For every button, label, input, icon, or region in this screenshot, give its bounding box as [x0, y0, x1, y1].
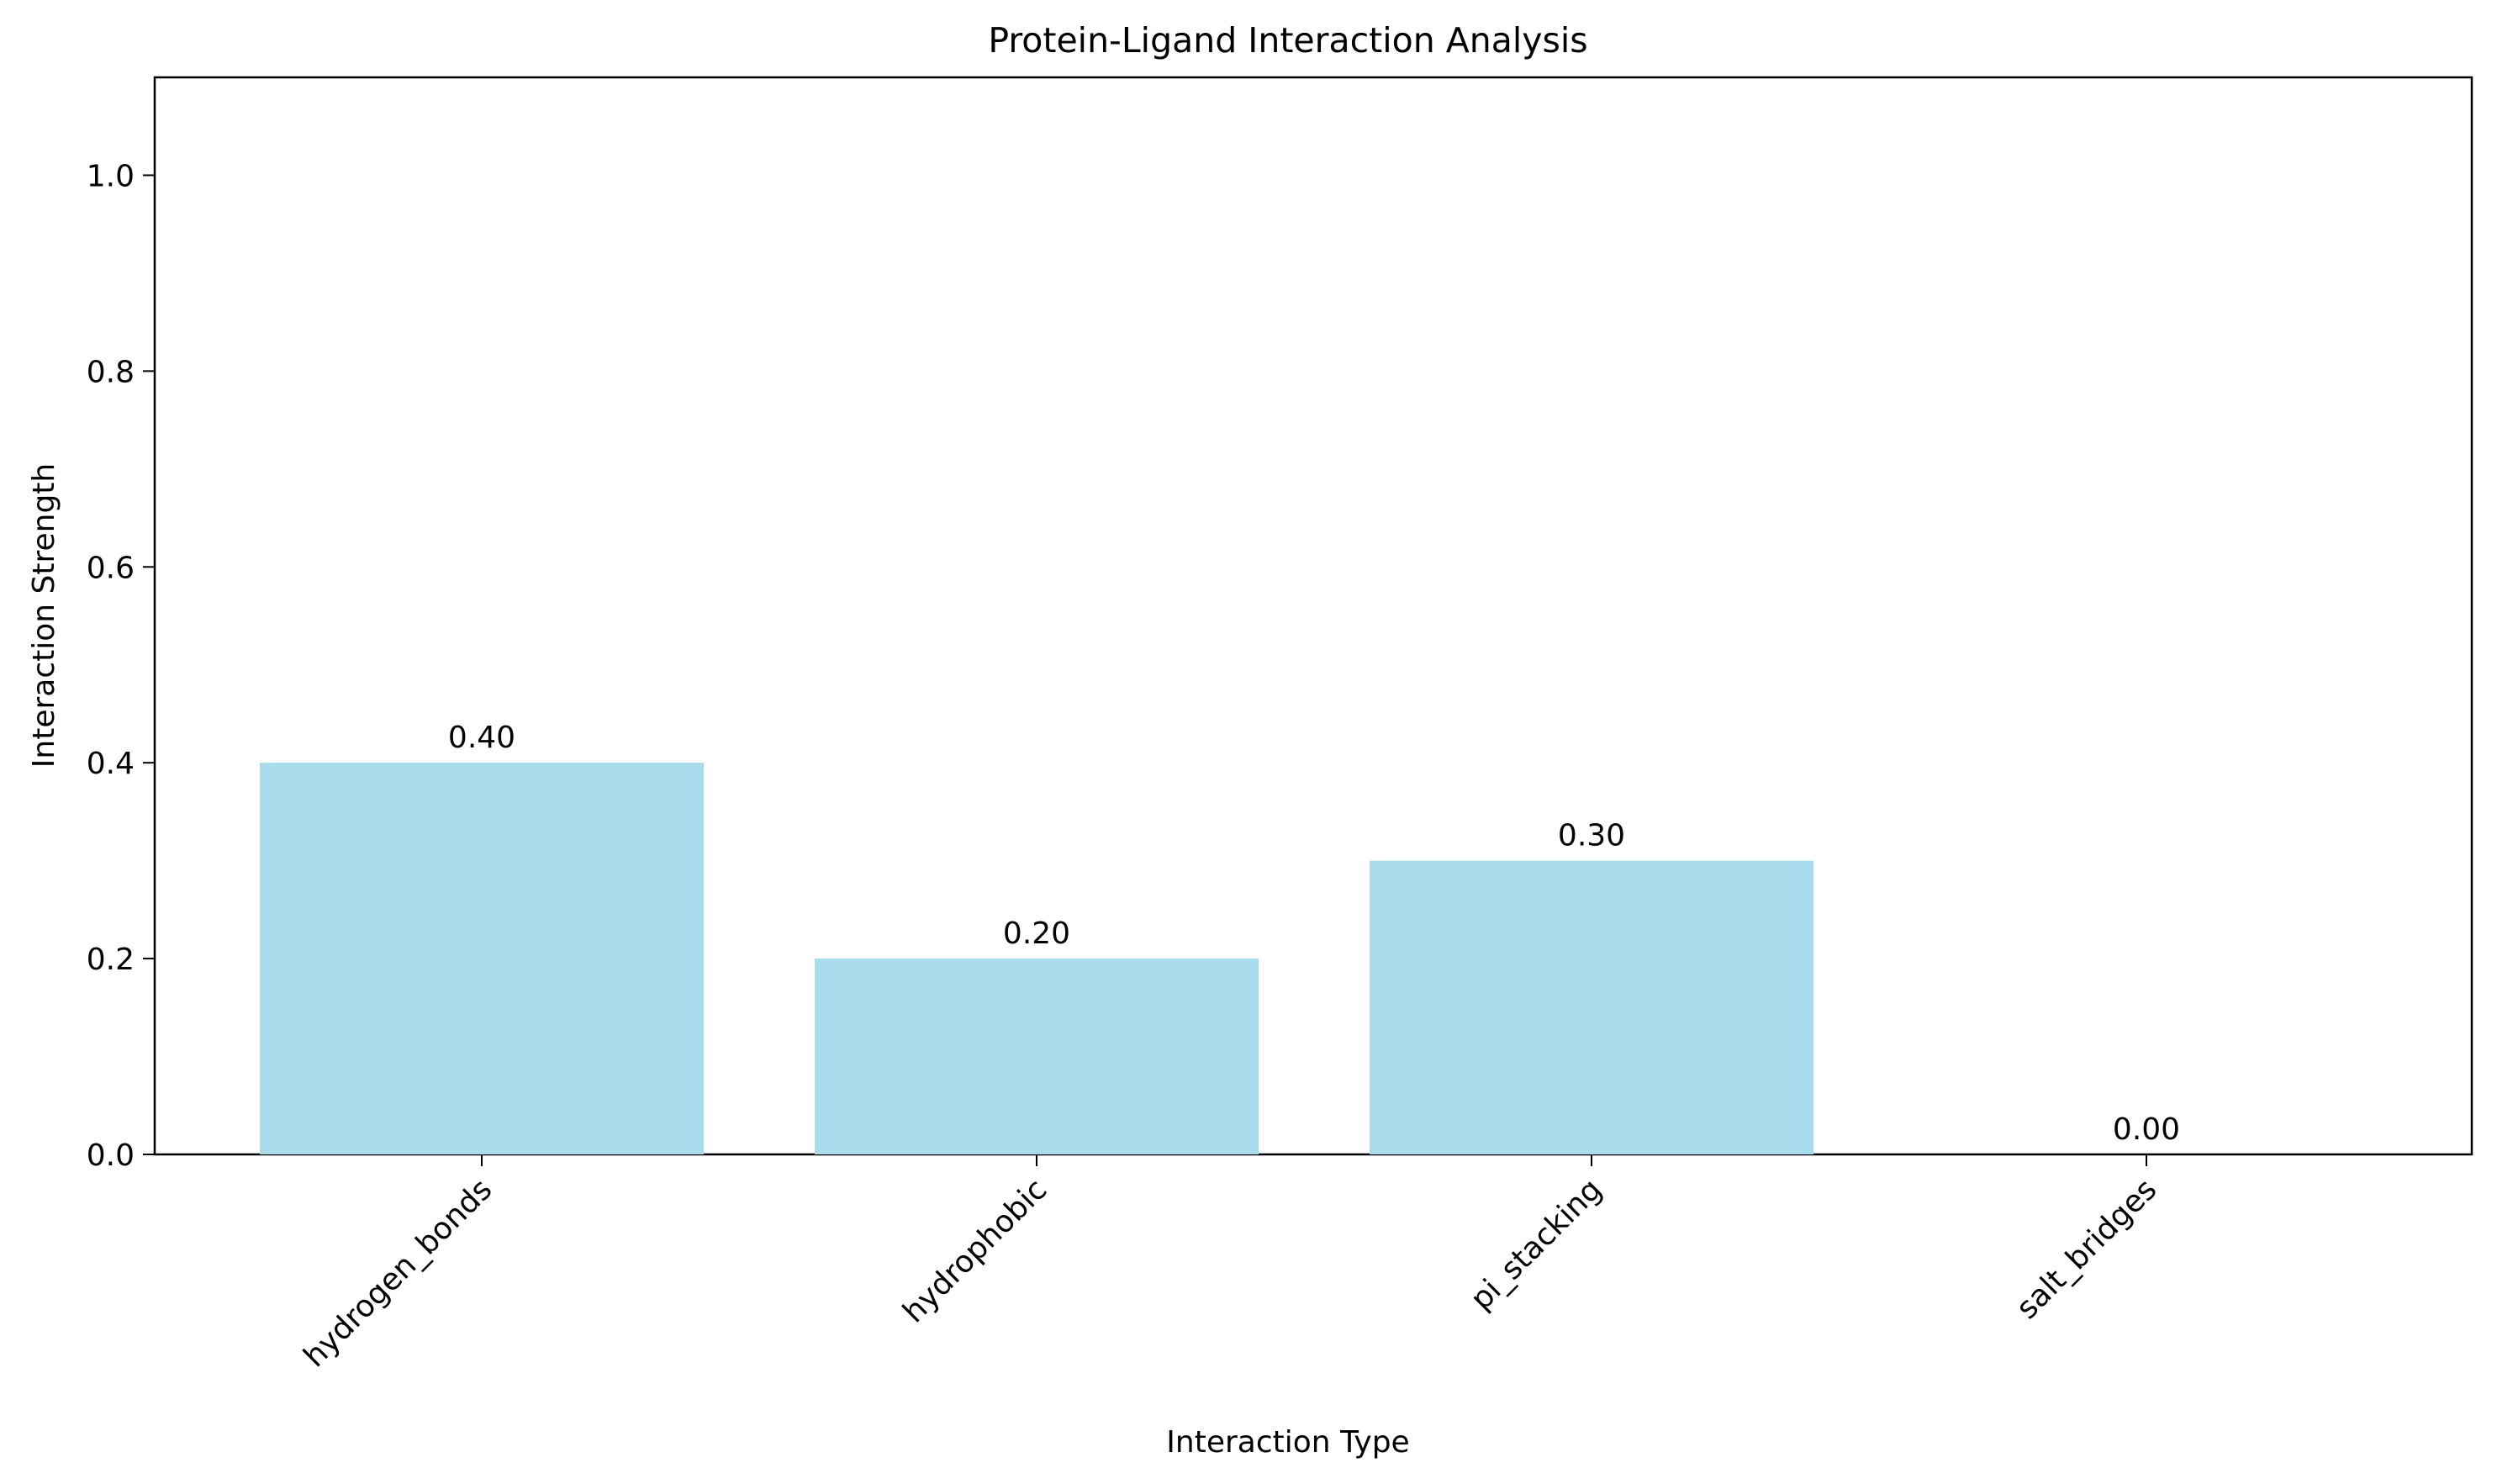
y-tick-label: 1.0 [87, 159, 135, 193]
y-tick-label: 0.4 [87, 747, 135, 781]
chart-title: Protein-Ligand Interaction Analysis [988, 20, 1587, 61]
y-tick-label: 0.6 [87, 551, 135, 585]
value-label-pi_stacking: 0.30 [1558, 819, 1625, 853]
value-label-hydrogen_bonds: 0.40 [448, 721, 515, 755]
y-axis-label: Interaction Strength [27, 463, 61, 768]
x-axis-label: Interaction Type [1166, 1425, 1409, 1460]
bar-hydrophobic [815, 959, 1259, 1154]
value-label-salt_bridges: 0.00 [2113, 1112, 2180, 1147]
plot-frame [153, 76, 2473, 1156]
y-tick-label: 0.2 [87, 943, 135, 977]
bar-pi_stacking [1370, 860, 1813, 1154]
y-tick-label: 0.0 [87, 1138, 135, 1173]
bar-hydrogen_bonds [260, 763, 704, 1154]
y-axis: 0.0 0.2 0.4 0.6 0.8 1.0 [87, 159, 155, 1173]
plot-area [153, 76, 2473, 1156]
bars-group [260, 763, 1813, 1154]
y-tick-label: 0.8 [87, 355, 135, 389]
value-label-hydrophobic: 0.20 [1003, 916, 1070, 951]
value-labels-group: 0.40 0.20 0.30 0.00 [448, 721, 2180, 1147]
